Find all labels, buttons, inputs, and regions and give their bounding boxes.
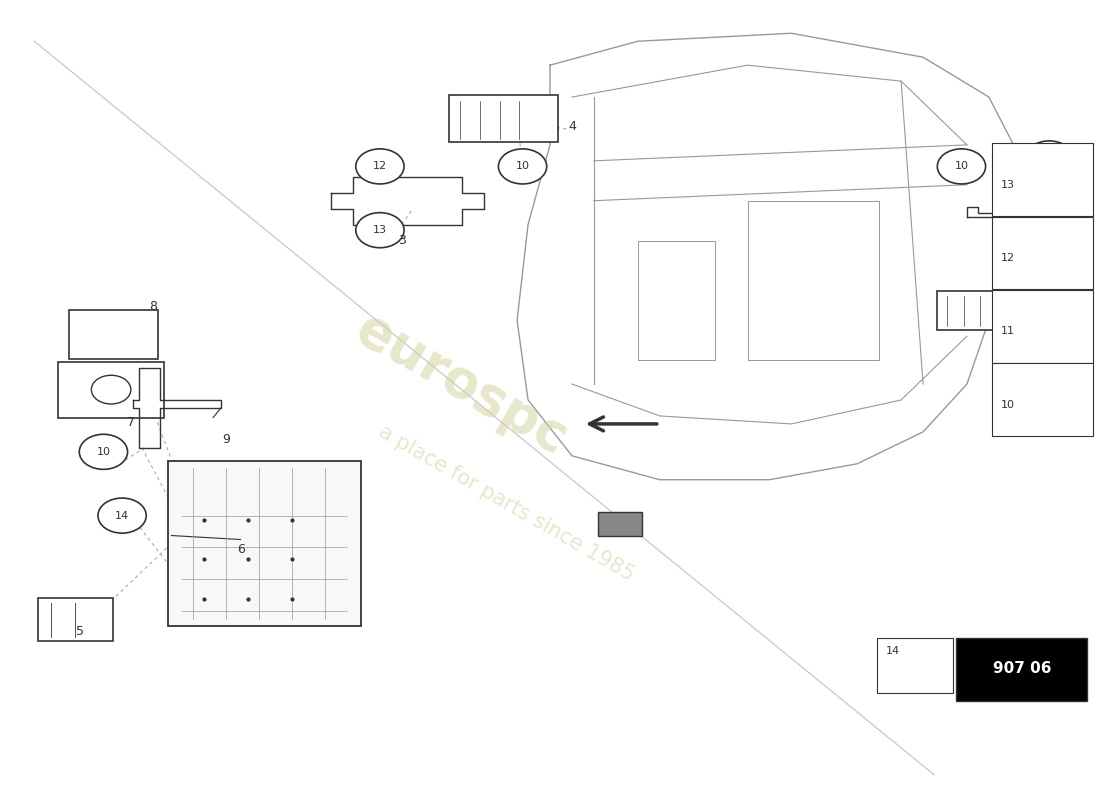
Text: 9: 9 xyxy=(222,434,230,446)
Text: 2: 2 xyxy=(1014,210,1023,223)
Text: 907 06: 907 06 xyxy=(992,661,1052,676)
Circle shape xyxy=(98,498,146,533)
Text: 14: 14 xyxy=(116,510,129,521)
Text: 12: 12 xyxy=(373,162,387,171)
FancyBboxPatch shape xyxy=(992,143,1093,216)
Text: 6: 6 xyxy=(236,542,244,555)
FancyBboxPatch shape xyxy=(937,290,1013,330)
Text: 12: 12 xyxy=(1001,253,1015,263)
Circle shape xyxy=(355,213,404,248)
Text: 10: 10 xyxy=(516,162,529,171)
Text: 1: 1 xyxy=(1014,306,1023,319)
Text: 3: 3 xyxy=(398,234,406,247)
Text: 11: 11 xyxy=(1042,154,1056,163)
Text: 10: 10 xyxy=(955,162,968,171)
FancyBboxPatch shape xyxy=(992,290,1093,362)
Circle shape xyxy=(498,149,547,184)
Text: 11: 11 xyxy=(1001,326,1015,337)
Circle shape xyxy=(1025,141,1074,176)
Text: eurospc: eurospc xyxy=(348,302,578,466)
FancyBboxPatch shape xyxy=(877,638,953,693)
Text: 14: 14 xyxy=(886,646,900,655)
FancyBboxPatch shape xyxy=(992,217,1093,289)
Text: 4: 4 xyxy=(568,120,576,133)
Text: 13: 13 xyxy=(373,225,387,235)
FancyBboxPatch shape xyxy=(449,95,558,142)
FancyBboxPatch shape xyxy=(598,513,642,536)
Text: 10: 10 xyxy=(97,447,110,457)
Circle shape xyxy=(937,149,986,184)
Text: 13: 13 xyxy=(1001,180,1015,190)
Text: 7: 7 xyxy=(126,416,135,429)
Text: a place for parts since 1985: a place for parts since 1985 xyxy=(375,422,637,586)
FancyBboxPatch shape xyxy=(58,362,164,418)
FancyBboxPatch shape xyxy=(168,462,361,626)
Text: 5: 5 xyxy=(76,625,85,638)
FancyBboxPatch shape xyxy=(69,310,158,358)
FancyBboxPatch shape xyxy=(37,598,113,641)
Text: 8: 8 xyxy=(148,300,157,314)
Circle shape xyxy=(355,149,404,184)
Circle shape xyxy=(79,434,128,470)
FancyBboxPatch shape xyxy=(956,638,1087,701)
Text: 10: 10 xyxy=(1001,400,1015,410)
FancyBboxPatch shape xyxy=(992,363,1093,436)
